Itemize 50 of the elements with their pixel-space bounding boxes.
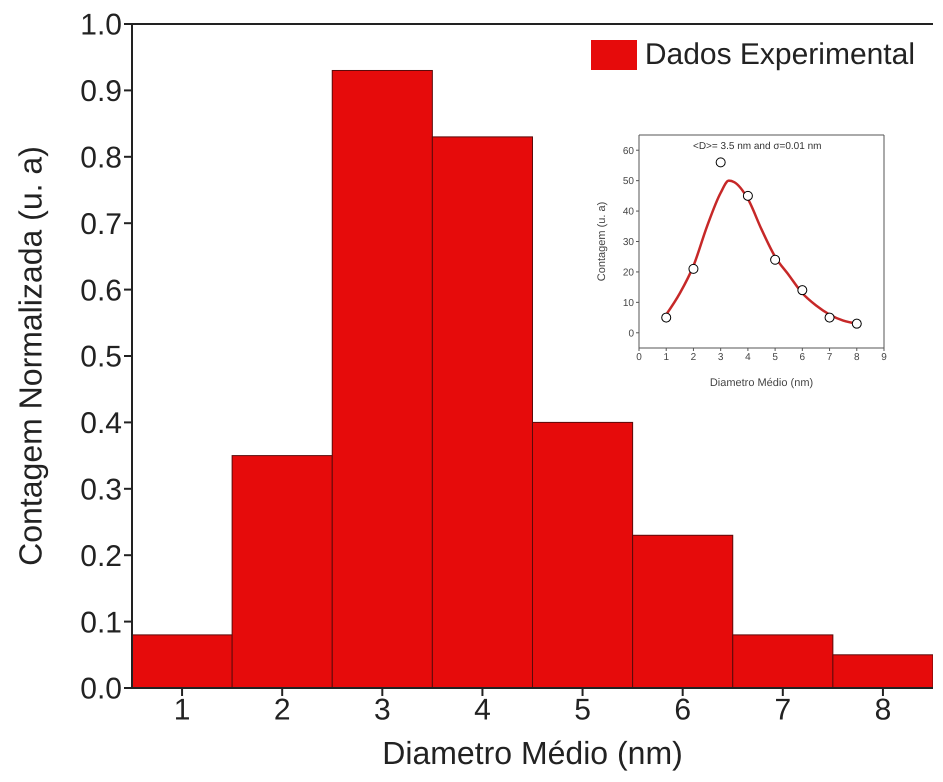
x-tick-label: 0: [636, 352, 642, 364]
y-axis-title: Contagem Normalizada (u. a): [12, 146, 48, 566]
x-tick-label: 7: [826, 352, 833, 364]
point: [688, 264, 698, 274]
y-tick-label: 0.3: [80, 473, 122, 506]
y-tick-label: 10: [622, 298, 634, 309]
point: [797, 285, 808, 296]
y-axis-title: Contagem (u. a): [596, 202, 608, 282]
x-tick-label: 3: [374, 693, 391, 726]
y-tick-label: 0: [628, 328, 634, 340]
y-tick-label: 0.0: [80, 672, 122, 706]
x-tick-label: 4: [745, 352, 752, 364]
point: [770, 254, 780, 265]
point: [824, 312, 835, 323]
x-tick-label: 5: [574, 693, 591, 726]
y-tick-label: 0.2: [80, 540, 122, 573]
x-tick-label: 5: [772, 352, 778, 364]
x-tick-label: 1: [663, 352, 670, 364]
point: [742, 190, 753, 201]
x-axis-title: Diametro Médio (nm): [710, 377, 814, 389]
x-tick-label: 6: [800, 352, 806, 364]
point: [716, 157, 726, 168]
y-tick-label: 0.7: [80, 208, 122, 241]
x-tick-label: 2: [274, 693, 291, 726]
y-tick-label: 40: [622, 206, 634, 218]
x-tick-label: 6: [674, 693, 692, 726]
y-tick-label: 0.6: [80, 274, 122, 308]
y-tick-label: 0.5: [80, 340, 122, 374]
point: [661, 312, 672, 323]
legend-label: Dados Experimental: [644, 38, 915, 72]
y-tick-label: 60: [622, 146, 634, 157]
x-tick-label: 9: [881, 352, 888, 364]
annotation: <D>= 3.5 nm and σ=0.01 nm: [693, 141, 822, 152]
x-tick-label: 1: [174, 693, 190, 726]
x-tick-label: 4: [474, 693, 491, 726]
x-tick-label: 3: [718, 352, 724, 364]
y-tick-label: 30: [622, 237, 634, 248]
y-tick-label: 0.4: [80, 407, 122, 440]
x-axis-title: Diametro Médio (nm): [382, 735, 683, 771]
y-tick-label: 0.1: [80, 606, 122, 640]
y-tick-label: 1.0: [80, 8, 122, 42]
x-tick-label: 7: [774, 693, 792, 726]
y-tick-label: 20: [622, 267, 634, 278]
point: [852, 318, 862, 329]
x-tick-label: 8: [854, 352, 860, 364]
y-tick-label: 0.8: [80, 141, 122, 174]
y-tick-label: 0.9: [80, 75, 122, 108]
x-tick-label: 8: [874, 693, 892, 726]
y-tick-label: 50: [622, 176, 634, 188]
x-tick-label: 2: [690, 352, 697, 364]
